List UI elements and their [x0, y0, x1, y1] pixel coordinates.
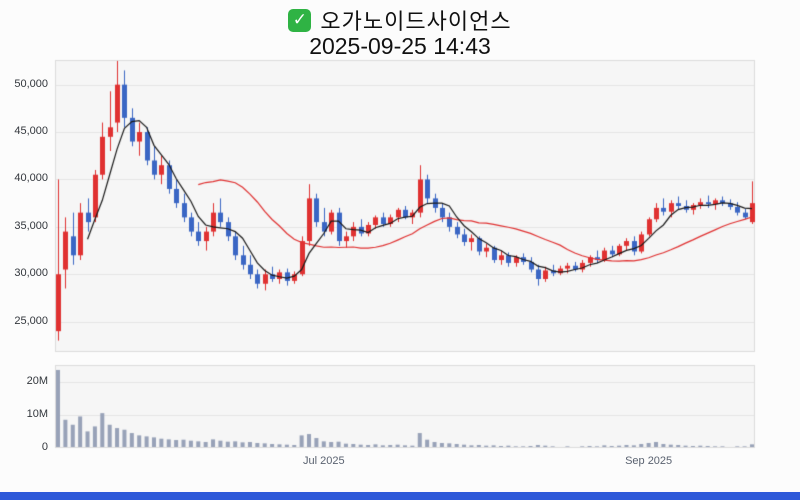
price-axis-label: 35,000 — [14, 219, 48, 232]
page-title: 오가노이드사이언스 — [320, 9, 512, 34]
check-icon: ✓ — [288, 8, 312, 32]
x-axis-label: Jul 2025 — [302, 455, 345, 467]
price-axis-label: 50,000 — [14, 77, 48, 90]
price-axis-label: 40,000 — [14, 172, 48, 185]
price-axis-label: 30,000 — [14, 267, 48, 280]
timestamp-label: 2025-09-25 14:43 — [309, 33, 491, 59]
volume-axis-label: 20M — [26, 374, 48, 387]
title-row: ✓ 오가노이드사이언스 — [0, 4, 800, 36]
bottom-accent-bar — [0, 492, 800, 500]
volume-axis-label: 10M — [26, 407, 48, 420]
price-axis-label: 25,000 — [14, 314, 48, 327]
x-axis-label: Sep 2025 — [625, 455, 673, 467]
volume-axis-label: 0 — [41, 441, 48, 453]
price-axis-label: 45,000 — [14, 125, 48, 138]
